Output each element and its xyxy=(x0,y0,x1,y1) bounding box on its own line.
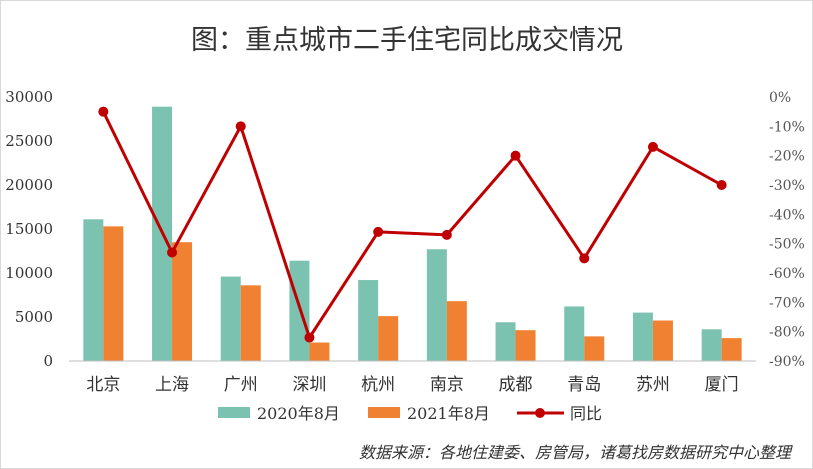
yoy-point xyxy=(373,226,384,237)
yoy-line-series xyxy=(98,106,727,343)
category-label: 北京 xyxy=(86,375,120,395)
legend-label-yoy: 同比 xyxy=(570,404,602,423)
bar-2021 xyxy=(721,338,742,361)
left-axis-tick: 30000 xyxy=(5,88,53,106)
yoy-point xyxy=(647,141,658,152)
legend-swatch-2020 xyxy=(218,407,250,418)
bar-2021 xyxy=(378,316,399,361)
yoy-line xyxy=(102,111,723,340)
yoy-point xyxy=(716,180,727,190)
right-axis-tick: 0% xyxy=(769,90,791,106)
category-label: 南京 xyxy=(430,375,464,395)
bars xyxy=(83,106,742,362)
category-label: 广州 xyxy=(224,375,258,395)
category-label: 杭州 xyxy=(361,375,395,395)
legend-marker-yoy xyxy=(535,408,545,418)
left-axis-tick: 0 xyxy=(43,352,53,370)
bar-2020 xyxy=(426,249,447,361)
yoy-point xyxy=(167,247,178,258)
category-label: 厦门 xyxy=(705,375,739,395)
right-axis-tick: -50% xyxy=(769,237,805,253)
category-label: 成都 xyxy=(499,375,533,395)
source-note: 数据来源：各地住建委、房管局，诸葛找房数据研究中心整理 xyxy=(359,443,793,462)
right-axis-tick: -70% xyxy=(769,295,805,311)
left-axis-tick: 25000 xyxy=(5,132,53,150)
yoy-point xyxy=(579,253,590,264)
bar-2020 xyxy=(632,312,653,361)
bar-2021 xyxy=(515,330,536,361)
bar-2021 xyxy=(309,342,330,361)
right-axis-tick: -80% xyxy=(769,325,805,341)
bar-2020 xyxy=(701,329,722,361)
right-axis-tick: -60% xyxy=(769,266,805,282)
yoy-point xyxy=(510,150,521,161)
right-axis-tick: -30% xyxy=(769,178,805,194)
right-axis-tick: -10% xyxy=(769,119,805,135)
category-label: 深圳 xyxy=(292,375,326,395)
left-axis-tick: 15000 xyxy=(5,220,53,238)
right-axis-ticks: 0% -10% -20% -30% -40% -50% -60% -70% -80% -90% xyxy=(769,90,805,370)
left-axis-tick: 5000 xyxy=(15,308,53,326)
yoy-point xyxy=(235,121,246,132)
legend-label-2021: 2021年8月 xyxy=(407,404,490,423)
category-label: 上海 xyxy=(155,375,189,395)
bar-2021 xyxy=(446,301,467,361)
bar-2021 xyxy=(172,242,193,361)
legend: 2020年8月 2021年8月 同比 xyxy=(218,404,602,423)
bar-2020 xyxy=(495,322,516,361)
bar-2020 xyxy=(564,306,585,361)
bar-2021 xyxy=(240,285,261,361)
category-labels: 北京 上海 广州 深圳 杭州 南京 成都 青岛 苏州 厦门 xyxy=(86,375,738,395)
left-axis-tick: 20000 xyxy=(5,176,53,194)
bar-2020 xyxy=(220,276,241,361)
category-label: 苏州 xyxy=(636,375,670,395)
category-label: 青岛 xyxy=(567,375,601,395)
legend-swatch-2021 xyxy=(368,407,400,418)
bar-2021 xyxy=(103,226,124,361)
right-axis-tick: -40% xyxy=(769,207,805,223)
left-axis-tick: 10000 xyxy=(5,264,53,282)
bar-2021 xyxy=(584,336,605,361)
chart-title: 图：重点城市二手住宅同比成交情况 xyxy=(191,25,623,56)
right-axis-tick: -20% xyxy=(769,149,805,165)
yoy-point xyxy=(98,106,109,117)
bar-2020 xyxy=(358,280,379,361)
yoy-point xyxy=(441,229,452,240)
right-axis-tick: -90% xyxy=(769,354,805,370)
left-axis-ticks: 0 5000 10000 15000 20000 25000 30000 xyxy=(5,88,53,370)
yoy-point xyxy=(304,332,315,343)
bar-2020 xyxy=(83,219,104,361)
bar-2021 xyxy=(652,320,673,361)
legend-label-2020: 2020年8月 xyxy=(257,404,340,423)
